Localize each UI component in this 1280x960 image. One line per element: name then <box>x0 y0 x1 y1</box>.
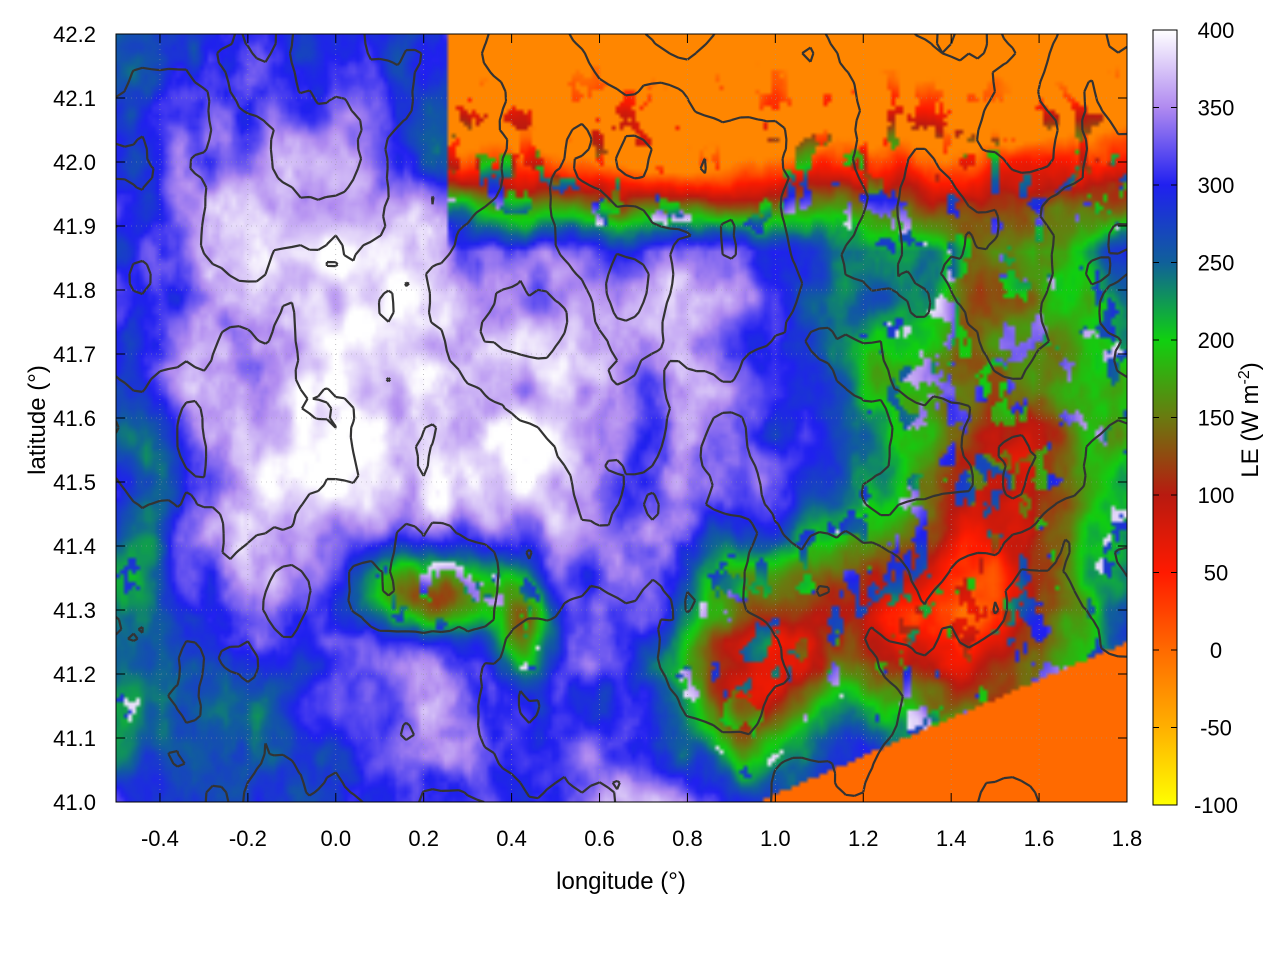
colorbar-label-sup: -2 <box>1236 370 1253 384</box>
colorbar-tick-label: 200 <box>1198 328 1235 353</box>
y-tick-label: 41.2 <box>53 662 96 687</box>
x-tick-label: 0.0 <box>320 826 351 851</box>
contour-line <box>116 34 1127 802</box>
x-tick-label: -0.4 <box>141 826 179 851</box>
colorbar-tick-label: 50 <box>1204 561 1228 586</box>
colorbar: -100 -50 0 50 100 150 200 250 300 350 400 LE (W m-… <box>1152 18 1264 818</box>
colorbar-tick-label: -100 <box>1194 793 1238 818</box>
y-tick-label: 42.1 <box>53 86 96 111</box>
y-tick-label: 41.9 <box>53 214 96 239</box>
y-tick-label: 42.0 <box>53 150 96 175</box>
colorbar-tick-label: 250 <box>1198 251 1235 276</box>
colorbar-label-close: ) <box>1237 362 1264 370</box>
x-tick-label: 0.4 <box>496 826 527 851</box>
heatmap-plot-area <box>115 33 1128 803</box>
y-tick-label: 41.1 <box>53 726 96 751</box>
x-tick-label: 0.6 <box>584 826 615 851</box>
colorbar-tick-label: 300 <box>1198 173 1235 198</box>
y-axis-ticks: 41.0 41.1 41.2 41.3 41.4 41.5 41.6 41.7 41.8 41.9… <box>53 22 1127 815</box>
x-tick-label: 0.8 <box>672 826 703 851</box>
y-tick-label: 41.0 <box>53 790 96 815</box>
colorbar-label: LE (W m-2) <box>1236 362 1264 478</box>
x-tick-label: 0.2 <box>408 826 439 851</box>
y-axis-label: latitude (°) <box>24 365 51 475</box>
y-tick-label: 41.6 <box>53 406 96 431</box>
x-tick-label: 1.0 <box>760 826 791 851</box>
x-tick-label: 1.6 <box>1024 826 1055 851</box>
contour-line <box>216 34 1127 802</box>
y-tick-label: 41.8 <box>53 278 96 303</box>
x-axis-label: longitude (°) <box>556 868 686 895</box>
y-tick-label: 41.3 <box>53 598 96 623</box>
colorbar-tick-label: 350 <box>1198 96 1235 121</box>
colorbar-tick-label: 100 <box>1198 483 1235 508</box>
y-tick-label: 41.4 <box>53 534 96 559</box>
colorbar-tick-label: 400 <box>1198 18 1235 43</box>
colorbar-tick-label: 150 <box>1198 406 1235 431</box>
x-axis-ticks: -0.4 -0.2 0.0 0.2 0.4 0.6 0.8 1.0 1.2 1.4 1.6 1.8 <box>141 34 1142 851</box>
y-tick-label: 41.7 <box>53 342 96 367</box>
x-tick-label: -0.2 <box>229 826 267 851</box>
colorbar-ticks: -100 -50 0 50 100 150 200 250 300 350 400 <box>1153 18 1238 818</box>
x-tick-label: 1.2 <box>848 826 879 851</box>
x-tick-label: 1.4 <box>936 826 967 851</box>
y-tick-label: 41.5 <box>53 470 96 495</box>
colorbar-label-base: LE (W m <box>1237 384 1264 477</box>
x-tick-label: 1.8 <box>1112 826 1143 851</box>
y-tick-label: 42.2 <box>53 22 96 47</box>
colorbar-tick-label: -50 <box>1200 716 1232 741</box>
contour-line <box>479 134 653 360</box>
colorbar-tick-label: 0 <box>1210 638 1222 663</box>
